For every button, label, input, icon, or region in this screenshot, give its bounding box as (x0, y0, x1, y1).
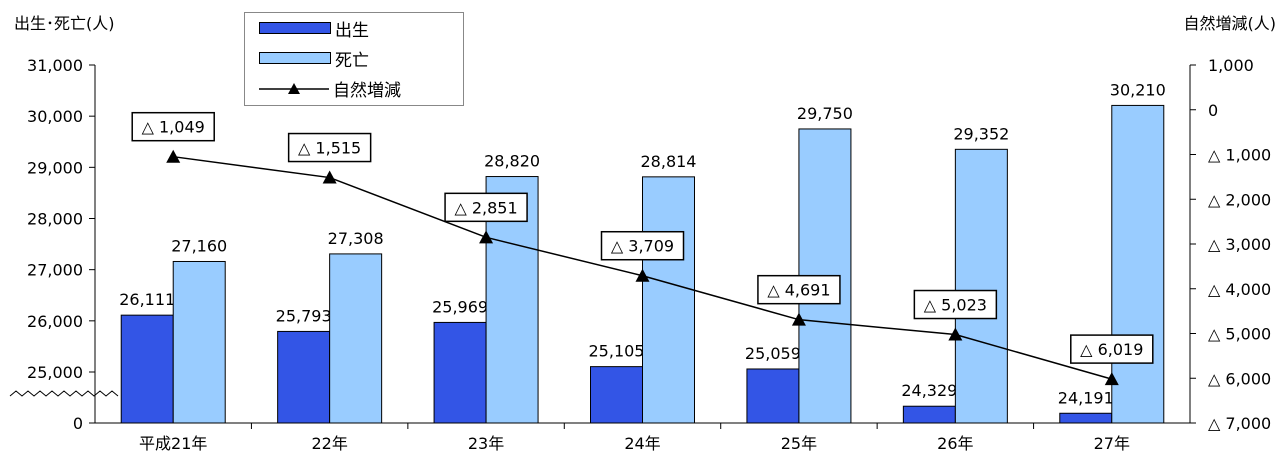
callout-natural-change (131, 111, 215, 142)
bar-label-deaths: 29,352 (953, 124, 1009, 143)
marker-natural-change (1104, 372, 1119, 386)
callout-label-natural-change: △ 5,023 (924, 296, 987, 315)
bar-label-deaths: 27,160 (171, 236, 227, 255)
bar-births (746, 368, 800, 424)
legend-swatch-births (259, 22, 331, 34)
right-tick-label: △ 2,000 (1208, 190, 1271, 209)
x-tick-label: 22年 (311, 434, 347, 453)
left-tick-label: 27,000 (27, 261, 83, 280)
bar-label-deaths: 28,820 (484, 152, 540, 171)
legend-item-deaths: 死亡 (259, 47, 369, 71)
callout-label-natural-change: △ 1,049 (142, 118, 205, 137)
legend-label-births: 出生 (335, 20, 369, 41)
legend-label-natural-change: 自然増減 (333, 80, 401, 101)
left-tick-label: 25,000 (27, 363, 83, 382)
left-tick-label: 29,000 (27, 158, 83, 177)
legend-label-deaths: 死亡 (335, 50, 369, 71)
bar-label-births: 24,191 (1058, 388, 1114, 407)
legend-swatch-natural-change (259, 81, 329, 95)
legend-item-births: 出生 (259, 17, 369, 41)
right-tick-label: △ 7,000 (1208, 414, 1271, 433)
marker-natural-change (166, 149, 181, 163)
bar-label-deaths: 29,750 (797, 104, 853, 123)
callout-label-natural-change: △ 3,709 (611, 237, 674, 256)
marker-natural-change (948, 327, 963, 341)
bar-births (277, 330, 331, 424)
callout-natural-change (757, 274, 841, 305)
bar-deaths (1111, 104, 1165, 424)
bar-label-deaths: 28,814 (641, 152, 697, 171)
legend: 出生 死亡 自然増減 (244, 12, 464, 106)
axis-break-mark (9, 390, 119, 397)
marker-natural-change (479, 230, 494, 244)
bar-label-births: 25,793 (276, 306, 332, 325)
bar-label-births: 24,329 (901, 381, 957, 400)
right-tick-label: △ 6,000 (1208, 369, 1271, 388)
bar-births (902, 405, 956, 424)
right-tick-label: △ 4,000 (1208, 280, 1271, 299)
bar-births (433, 321, 487, 424)
left-tick-label: 30,000 (27, 107, 83, 126)
left-tick-label: 28,000 (27, 210, 83, 229)
callout-natural-change (1070, 334, 1154, 364)
left-tick-label: 0 (73, 414, 83, 433)
left-tick-label: 31,000 (27, 56, 83, 75)
marker-natural-change (635, 268, 650, 282)
bar-label-deaths: 27,308 (328, 229, 384, 248)
bar-deaths (954, 148, 1008, 424)
bar-births (1059, 412, 1113, 424)
bar-deaths (642, 176, 695, 424)
right-tick-label: △ 1,000 (1208, 146, 1271, 165)
x-tick-label: 25年 (781, 434, 817, 453)
callout-label-natural-change: △ 2,851 (454, 198, 517, 217)
callout-natural-change (600, 230, 685, 261)
callout-natural-change (444, 192, 528, 223)
callout-label-natural-change: △ 1,515 (298, 139, 361, 158)
bar-label-births: 26,111 (119, 290, 175, 309)
right-axis-title: 自然増減(人) (1183, 14, 1277, 33)
right-tick-label: 0 (1208, 101, 1218, 120)
callout-label-natural-change: △ 6,019 (1080, 340, 1143, 359)
bar-deaths (329, 253, 383, 424)
callout-natural-change (287, 132, 372, 163)
bar-label-births: 25,105 (589, 342, 645, 361)
x-tick-label: 24年 (624, 434, 660, 453)
bar-label-deaths: 30,210 (1110, 80, 1166, 99)
legend-swatch-deaths (259, 52, 331, 64)
bar-label-births: 25,969 (432, 297, 488, 316)
bar-births (590, 366, 643, 424)
bar-births (120, 314, 174, 424)
marker-natural-change (791, 312, 806, 326)
marker-natural-change (322, 170, 337, 184)
right-tick-label: △ 5,000 (1208, 325, 1271, 344)
x-tick-label: 26年 (937, 434, 973, 453)
left-tick-label: 26,000 (27, 312, 83, 331)
legend-item-natural-change: 自然増減 (259, 77, 401, 101)
bar-deaths (172, 260, 226, 424)
callout-natural-change (913, 289, 998, 320)
callout-label-natural-change: △ 4,691 (767, 281, 830, 300)
x-tick-label: 27年 (1094, 434, 1130, 453)
bar-label-births: 25,059 (745, 344, 801, 363)
right-tick-label: △ 3,000 (1208, 235, 1271, 254)
x-tick-label: 平成21年 (139, 434, 207, 453)
right-tick-label: 1,000 (1208, 56, 1254, 75)
x-tick-label: 23年 (468, 434, 504, 453)
left-axis-title: 出生･死亡(人) (14, 14, 115, 33)
